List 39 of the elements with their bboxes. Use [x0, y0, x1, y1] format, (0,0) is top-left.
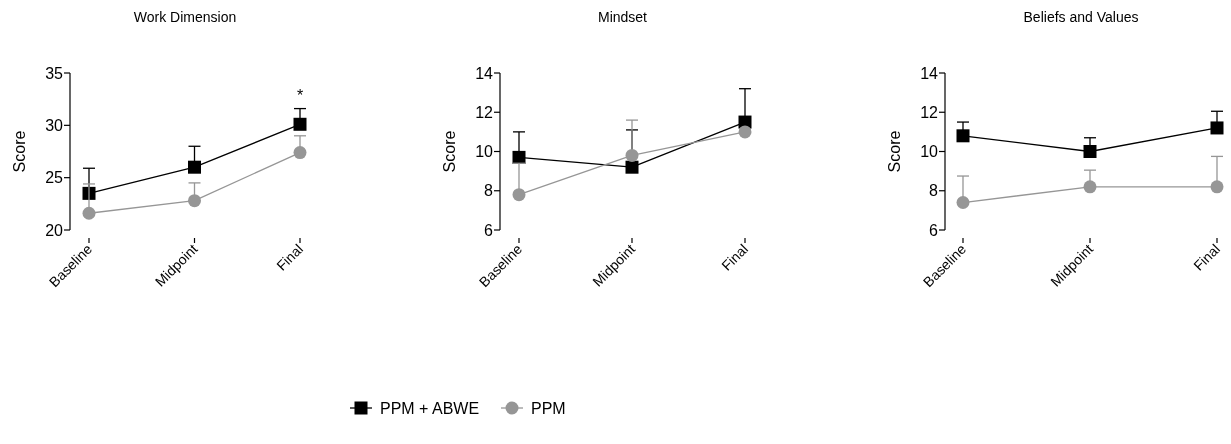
point [738, 125, 752, 139]
chart-title: Beliefs and Values [1023, 9, 1139, 25]
point [188, 194, 201, 208]
point [512, 150, 526, 164]
point [293, 117, 307, 131]
y-tick-label: 14 [920, 64, 939, 82]
y-tick-label: 14 [475, 64, 494, 82]
y-tick-label: 10 [475, 143, 494, 161]
y-tick-label: 6 [929, 221, 939, 239]
y-axis-title: Score [441, 130, 458, 173]
y-axis-title: Score [11, 130, 28, 173]
y-tick-label: 8 [929, 182, 939, 200]
chart-title: Work Dimension [133, 9, 237, 25]
y-tick-label: 12 [920, 103, 939, 121]
point [956, 129, 970, 143]
point [1083, 145, 1097, 158]
point [1210, 180, 1224, 194]
point [188, 160, 201, 174]
legend-label: PPM + ABWE [380, 399, 480, 417]
point [82, 206, 96, 220]
annotation: * [296, 86, 304, 104]
legend-label: PPM [531, 399, 566, 417]
point [1083, 180, 1097, 194]
y-tick-label: 10 [920, 143, 939, 161]
y-tick-label: 25 [45, 169, 64, 187]
y-axis-title: Score [886, 130, 903, 173]
chart-title: Mindset [597, 9, 648, 25]
point [625, 160, 639, 174]
point [512, 188, 526, 202]
y-tick-label: 30 [45, 116, 64, 134]
point [625, 148, 639, 162]
y-tick-label: 20 [45, 221, 64, 239]
y-tick-label: 35 [45, 64, 64, 82]
point [293, 146, 307, 160]
y-tick-label: 6 [484, 221, 494, 239]
point [956, 196, 970, 210]
point [1210, 121, 1224, 135]
y-tick-label: 8 [484, 182, 494, 200]
y-tick-label: 12 [475, 103, 494, 121]
